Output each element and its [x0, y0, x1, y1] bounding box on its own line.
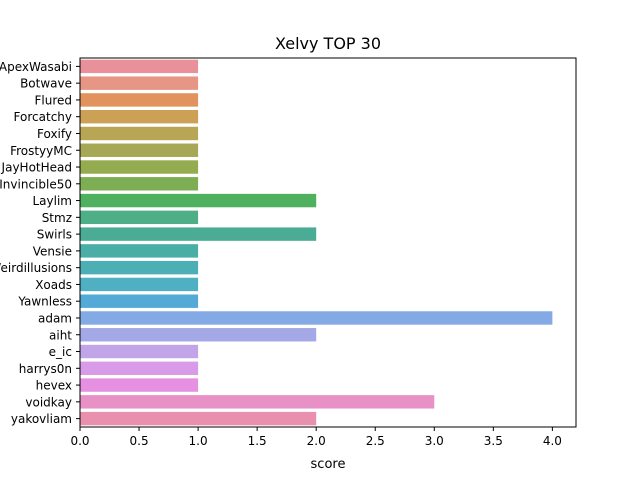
y-tick-label: JayHotHead [1, 161, 72, 175]
y-tick-label: harrys0n [19, 362, 72, 376]
y-tick-label: Vensie [33, 244, 72, 258]
bar-Vensie [80, 244, 199, 258]
plot-area-frame [79, 57, 577, 428]
bar-yakovliam [80, 411, 317, 426]
bar-e_ic [80, 344, 199, 359]
x-tick-label: 3.5 [484, 434, 503, 448]
x-tick-label: 1.5 [248, 434, 267, 448]
y-tick-label: ApexWasabi [0, 60, 72, 74]
x-tick-label: 2.0 [307, 434, 326, 448]
y-axis-ticks: ApexWasabi Botwave Flured Forcatchy Foxify Fr… [0, 60, 80, 426]
y-tick-label: Invincible50 [0, 177, 72, 191]
y-tick-label: Stmz [42, 211, 72, 225]
bar-voidkay [80, 395, 435, 409]
x-tick-label: 0.0 [70, 434, 89, 448]
bar-adam [80, 311, 553, 325]
bar-Swirls [80, 227, 317, 241]
y-tick-label: aiht [49, 328, 72, 342]
y-tick-label: Botwave [20, 77, 72, 91]
bar-Weirdillusions [80, 260, 199, 275]
bar-FrostyyMC [80, 143, 199, 157]
bar-Invincible50 [80, 177, 199, 191]
bar-hevex [80, 378, 199, 392]
y-tick-label: voidkay [25, 395, 72, 409]
x-tick-label: 3.0 [425, 434, 444, 448]
bar-Laylim [80, 193, 317, 208]
chart-title: Xelvy TOP 30 [275, 34, 381, 53]
bar-aiht [80, 328, 317, 342]
bar-Forcatchy [80, 109, 199, 124]
y-tick-label: Xoads [35, 278, 72, 292]
bar-Botwave [80, 76, 199, 90]
bar-Stmz [80, 210, 199, 225]
y-tick-label: Weirdillusions [0, 261, 72, 275]
y-tick-label: adam [38, 311, 72, 325]
bar-Foxify [80, 126, 199, 141]
y-tick-label: yakovliam [11, 412, 72, 426]
y-tick-label: Flured [34, 93, 72, 107]
y-tick-label: Foxify [37, 127, 72, 141]
y-tick-label: Laylim [33, 194, 73, 208]
x-tick-label: 0.5 [130, 434, 149, 448]
bar-Yawnless [80, 294, 199, 308]
x-axis-ticks: 0.0 0.5 1.0 1.5 2.0 2.5 3.0 3.5 4.0 [70, 427, 562, 448]
y-tick-label: Yawnless [17, 295, 72, 309]
x-axis-label: score [311, 457, 346, 472]
bar-Flured [80, 93, 199, 107]
bars-group [80, 59, 553, 426]
y-tick-label: FrostyyMC [10, 144, 72, 158]
y-tick-label: e_ic [49, 345, 72, 359]
y-tick-label: Forcatchy [14, 110, 72, 124]
bar-harrys0n [80, 361, 199, 376]
y-tick-label: hevex [36, 379, 72, 393]
x-tick-label: 4.0 [543, 434, 562, 448]
bar-ApexWasabi [80, 59, 199, 74]
x-tick-label: 1.0 [189, 434, 208, 448]
y-tick-label: Swirls [37, 228, 72, 242]
bar-JayHotHead [80, 160, 199, 174]
bar-Xoads [80, 277, 199, 292]
x-tick-label: 2.5 [366, 434, 385, 448]
